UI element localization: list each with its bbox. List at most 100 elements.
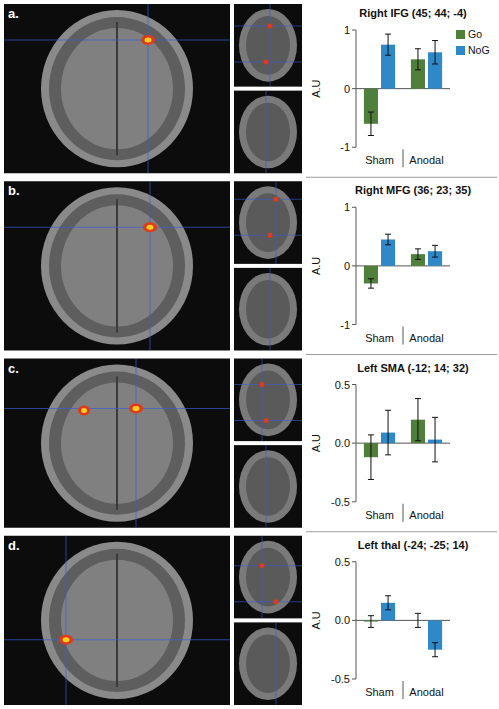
error-bar	[415, 613, 421, 627]
brain-slice	[234, 181, 302, 264]
crosshair	[148, 4, 149, 173]
panel-label: b.	[8, 183, 20, 198]
activation	[264, 60, 269, 65]
brain-slice	[234, 536, 302, 619]
slice-tissue	[239, 364, 297, 437]
panel-label: d.	[8, 538, 20, 553]
panel-separator	[306, 354, 497, 355]
panel: c.Left SMA (-12; 14; 32)A.U-0.50.00.5Sha…	[4, 355, 497, 528]
error-line	[370, 112, 371, 135]
error-line	[435, 245, 436, 257]
midline	[116, 22, 118, 155]
axis-title: A.U	[310, 611, 322, 629]
tick-mark	[352, 30, 356, 31]
crosshair	[270, 4, 271, 87]
skull	[41, 187, 193, 344]
tick-label: 0	[344, 83, 350, 95]
activation	[59, 635, 73, 645]
error-line	[388, 596, 389, 610]
error-cap	[432, 642, 438, 643]
category-label: Sham	[365, 509, 394, 521]
brain-axial	[4, 359, 230, 528]
error-line	[435, 643, 436, 657]
activation-core	[147, 225, 154, 230]
error-bar	[415, 49, 421, 70]
slice-inner	[246, 634, 290, 693]
category-label: Anodal	[409, 154, 443, 166]
midline	[116, 554, 118, 687]
slice-inner	[246, 548, 290, 607]
tick-label: -0.5	[331, 673, 350, 685]
crosshair	[262, 359, 263, 442]
error-line	[417, 49, 418, 70]
error-bar	[385, 234, 391, 245]
brain-slice	[234, 359, 302, 442]
chart-title: Right MFG (36; 23; 35)	[355, 184, 471, 196]
error-line	[417, 399, 418, 441]
crosshair	[4, 408, 230, 409]
slice-tissue	[239, 96, 297, 169]
tick-label: 0	[344, 260, 350, 272]
tick-label: 1	[344, 201, 350, 213]
crosshair	[150, 181, 151, 350]
slice-tissue	[239, 9, 297, 82]
brain-tissue	[49, 372, 185, 515]
figure: a.Right IFG (45; 44; -4)A.U-101ShamAnoda…	[0, 0, 499, 709]
midline	[116, 377, 118, 510]
tick-label: 0.5	[335, 556, 350, 568]
brain-slice	[234, 268, 302, 351]
error-cap	[432, 417, 438, 418]
error-cap	[385, 454, 391, 455]
error-bar	[368, 279, 374, 288]
error-cap	[415, 398, 421, 399]
error-line	[370, 435, 371, 480]
activation-core	[81, 408, 87, 413]
error-bar	[368, 435, 374, 480]
error-cap	[368, 278, 374, 279]
error-bar	[385, 410, 391, 455]
legend-label: Go	[468, 28, 482, 40]
tick-mark	[352, 561, 356, 562]
error-cap	[432, 257, 438, 258]
slice-tissue	[239, 186, 297, 259]
group-separator	[403, 327, 404, 345]
error-bar	[415, 399, 421, 441]
error-cap	[368, 135, 374, 136]
brain-slice	[234, 622, 302, 705]
category-label: Anodal	[409, 686, 443, 698]
group-separator	[403, 149, 404, 167]
activation	[143, 222, 157, 232]
error-line	[370, 279, 371, 288]
activation	[260, 563, 265, 568]
slice-inner	[246, 103, 290, 162]
tick-label: 0.0	[335, 614, 350, 626]
error-cap	[415, 613, 421, 614]
activation	[264, 418, 269, 423]
category-label: Anodal	[409, 509, 443, 521]
tick-label: -1	[340, 141, 350, 153]
error-cap	[432, 245, 438, 246]
error-cap	[432, 40, 438, 41]
error-cap	[385, 34, 391, 35]
tick-mark	[352, 265, 356, 266]
activation	[129, 404, 143, 414]
crosshair	[234, 384, 302, 385]
crosshair	[234, 565, 302, 566]
slice-inner	[246, 280, 290, 339]
brain-tissue	[49, 194, 185, 337]
error-line	[435, 417, 436, 462]
crosshair	[4, 40, 230, 41]
activation	[78, 406, 90, 416]
tick-mark	[352, 147, 356, 148]
error-cap	[368, 434, 374, 435]
slice-inner	[246, 16, 290, 75]
tick-label: -1	[340, 319, 350, 331]
error-bar	[432, 643, 438, 657]
error-bar	[368, 112, 374, 135]
error-bar	[385, 34, 391, 55]
error-line	[417, 249, 418, 260]
brain-slice	[234, 4, 302, 87]
crosshair	[234, 601, 302, 602]
error-line	[388, 234, 389, 245]
error-line	[435, 41, 436, 64]
